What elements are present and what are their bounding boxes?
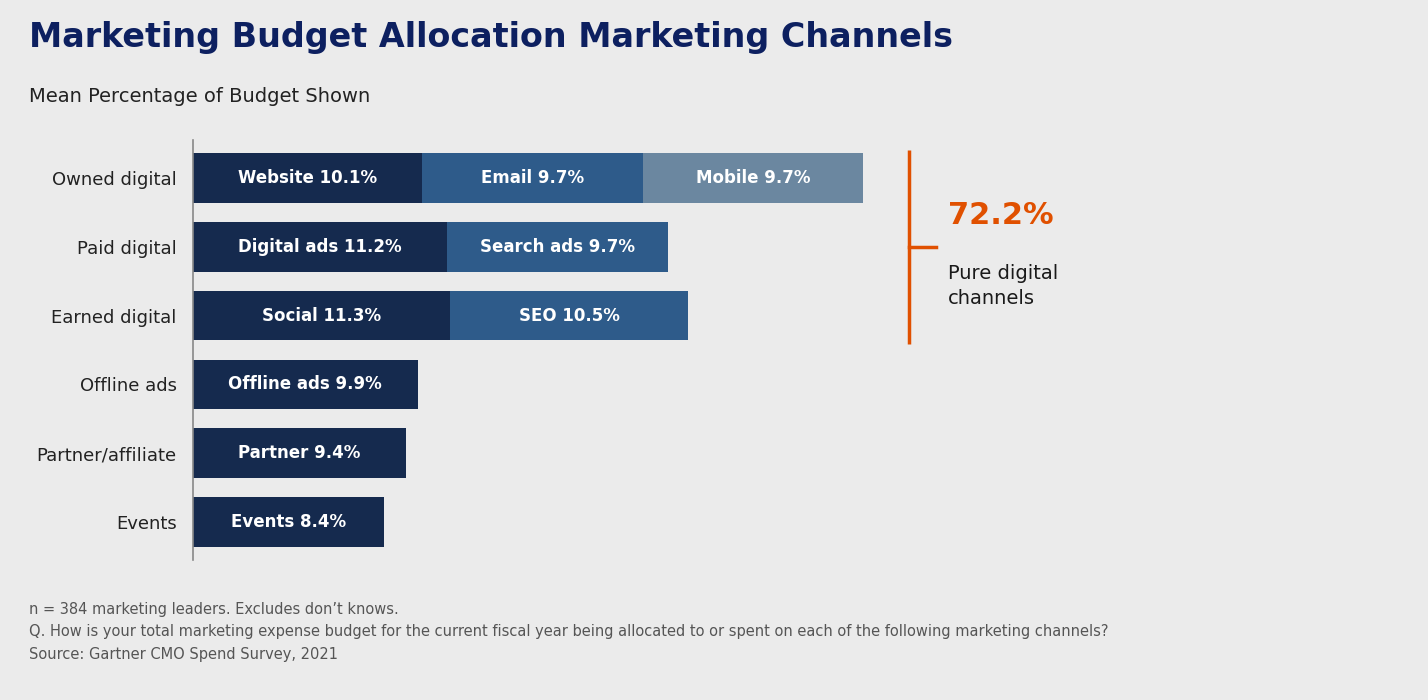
- Bar: [193, 497, 384, 547]
- Bar: [193, 428, 407, 478]
- Text: Mobile 9.7%: Mobile 9.7%: [695, 169, 811, 187]
- Bar: [193, 290, 450, 340]
- Text: Email 9.7%: Email 9.7%: [481, 169, 584, 187]
- Text: Source: Gartner CMO Spend Survey, 2021: Source: Gartner CMO Spend Survey, 2021: [29, 647, 337, 662]
- Text: Digital ads 11.2%: Digital ads 11.2%: [238, 238, 401, 256]
- Bar: [450, 290, 688, 340]
- Text: n = 384 marketing leaders. Excludes don’t knows.: n = 384 marketing leaders. Excludes don’…: [29, 602, 398, 617]
- Text: Social 11.3%: Social 11.3%: [261, 307, 381, 325]
- Bar: [193, 360, 418, 410]
- Text: Events 8.4%: Events 8.4%: [231, 513, 346, 531]
- Text: SEO 10.5%: SEO 10.5%: [518, 307, 620, 325]
- Text: Search ads 9.7%: Search ads 9.7%: [480, 238, 635, 256]
- Text: Marketing Budget Allocation Marketing Channels: Marketing Budget Allocation Marketing Ch…: [29, 21, 952, 54]
- Bar: [643, 153, 864, 203]
- Bar: [423, 153, 643, 203]
- Text: Offline ads 9.9%: Offline ads 9.9%: [228, 375, 383, 393]
- Bar: [193, 222, 447, 272]
- Bar: [447, 222, 668, 272]
- Text: 72.2%: 72.2%: [948, 201, 1054, 230]
- Text: Website 10.1%: Website 10.1%: [238, 169, 377, 187]
- Text: Pure digital
channels: Pure digital channels: [948, 264, 1058, 308]
- Bar: [193, 153, 423, 203]
- Text: Mean Percentage of Budget Shown: Mean Percentage of Budget Shown: [29, 88, 370, 106]
- Text: Partner 9.4%: Partner 9.4%: [238, 444, 361, 462]
- Text: Q. How is your total marketing expense budget for the current fiscal year being : Q. How is your total marketing expense b…: [29, 624, 1108, 639]
